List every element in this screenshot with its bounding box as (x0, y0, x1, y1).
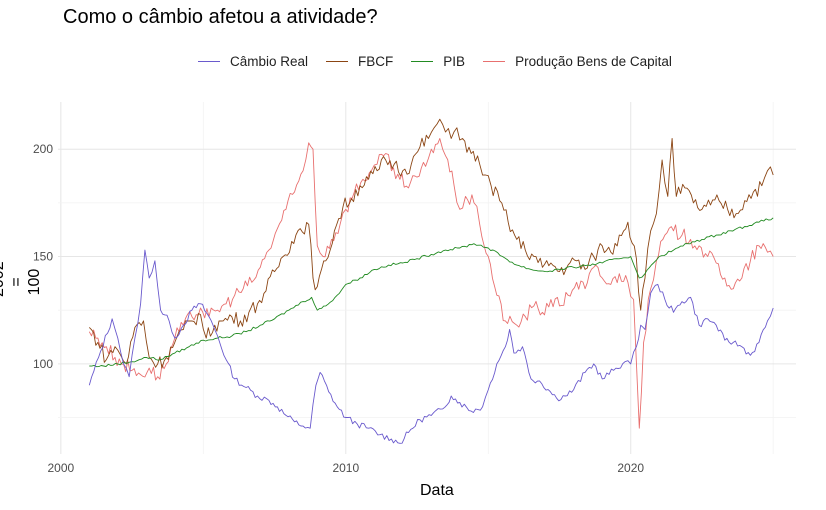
grid (58, 102, 796, 454)
series-line-pib (89, 217, 774, 368)
x-axis-title: Data (420, 482, 454, 499)
legend-swatch-pib (411, 61, 434, 62)
series-line-cambio-real (88, 249, 774, 444)
tick-labels: 2000 2010 2020 100 150 200 (33, 142, 644, 475)
legend-swatch-cambio-real (198, 61, 220, 62)
series-lines (88, 118, 774, 444)
series-line-fbcf (88, 118, 774, 369)
y-tick-label: 150 (33, 250, 53, 264)
legend-label-producao-bens-de-capital: Produção Bens de Capital (515, 54, 672, 69)
chart-title: Como o câmbio afetou a atividade? (63, 6, 378, 28)
legend-label-pib: PIB (443, 54, 466, 69)
legend-item-fbcf: FBCF (326, 54, 393, 69)
legend-item-cambio-real: Câmbio Real (198, 54, 308, 69)
x-tick-label: 2020 (617, 461, 644, 475)
y-tick-label: 100 (33, 357, 53, 371)
legend-swatch-fbcf (326, 61, 349, 62)
series-line-producao-bens-de-capital (88, 138, 774, 429)
y-tick-label: 200 (33, 142, 53, 156)
legend-item-pib: PIB (411, 54, 465, 69)
y-axis-title: 2002 = 100 (0, 261, 43, 297)
legend-item-producao-bens-de-capital: Produção Bens de Capital (483, 54, 672, 69)
legend-label-fbcf: FBCF (358, 54, 394, 69)
legend-label-cambio-real: Câmbio Real (230, 54, 309, 69)
legend: Câmbio Real FBCF PIB Produção Bens de Ca… (198, 54, 690, 69)
x-tick-label: 2010 (332, 461, 359, 475)
legend-swatch-producao-bens-de-capital (483, 61, 506, 62)
x-tick-label: 2000 (47, 461, 74, 475)
